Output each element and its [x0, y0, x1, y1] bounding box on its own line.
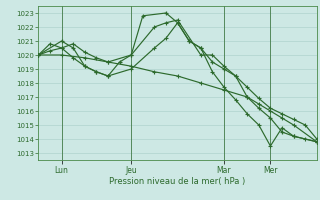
X-axis label: Pression niveau de la mer( hPa ): Pression niveau de la mer( hPa ) — [109, 177, 246, 186]
